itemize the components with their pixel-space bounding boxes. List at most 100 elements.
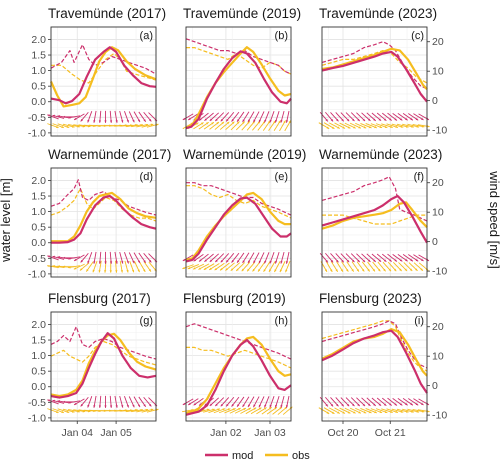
wind-arrow-obs-head <box>109 270 112 273</box>
wind-arrow-mod-head <box>415 402 419 406</box>
wind-arrow-obs-head <box>404 268 407 271</box>
wind-speed-obs-line <box>321 50 428 84</box>
wind-arrow-mod-head <box>220 118 224 122</box>
wind-speed-mod-line <box>185 323 292 360</box>
wind-arrow-mod-head <box>373 259 376 262</box>
wind-arrow-obs-head <box>131 269 135 273</box>
wind-arrow-mod-head <box>188 402 191 406</box>
wind-arrow-mod-head <box>121 120 124 123</box>
wind-arrow-mod-head <box>269 260 272 264</box>
wind-arrow-mod-head <box>325 259 328 263</box>
wind-arrow-mod-head <box>62 400 66 403</box>
wind-arrow-mod-head <box>258 119 261 123</box>
wind-arrow-obs-head <box>395 125 398 128</box>
wind-arrow-obs-head <box>66 125 70 128</box>
wind-arrow-mod-head <box>421 402 424 406</box>
wind-arrow-obs-head <box>206 408 210 411</box>
x-tick-label: Jan 05 <box>100 427 132 439</box>
wind-arrow-mod-head <box>405 403 408 406</box>
y-tick-label: 1.0 <box>31 350 46 362</box>
wind-arrow-obs-head <box>358 411 361 414</box>
wind-arrow-mod-head <box>362 259 366 263</box>
wind-arrow-obs-head <box>278 120 281 124</box>
water-level-obs-line <box>321 47 428 91</box>
wind-arrow-mod-head <box>410 118 413 121</box>
wind-arrow-mod-head <box>373 403 376 406</box>
wind-arrow-mod-head <box>269 119 272 123</box>
panel-label: (g) <box>140 315 153 327</box>
wind-arrow-mod-head <box>383 403 387 406</box>
y-tick-label: 2.0 <box>31 175 46 187</box>
wind-speed-obs-line <box>322 214 427 225</box>
wind-arrow-obs-head <box>258 407 262 410</box>
y-right-tick-label: -10 <box>432 266 447 278</box>
wind-arrow-obs-head <box>126 269 129 273</box>
wind-speed-mod-line <box>321 320 428 369</box>
wind-arrow-obs-head <box>238 408 241 411</box>
wind-arrow-obs-head <box>347 126 351 129</box>
wind-speed-obs-line <box>321 320 428 372</box>
panel-border <box>321 167 428 278</box>
wind-arrow-obs-head <box>47 264 50 268</box>
wind-speed-mod-line <box>50 326 157 360</box>
wind-arrow-obs-head <box>342 126 346 129</box>
wind-arrow-obs-head <box>247 121 250 124</box>
wind-arrow-obs-head <box>143 269 146 272</box>
water-level-obs-line <box>321 201 428 230</box>
wind-arrow-mod-head <box>188 117 191 121</box>
wind-arrow-mod-head <box>52 399 56 402</box>
wind-arrow-mod-head <box>62 115 66 118</box>
wind-arrow-mod-head <box>258 404 261 408</box>
wind-arrow-mod-head <box>383 259 387 262</box>
wind-arrow-mod-head <box>98 120 102 123</box>
wind-arrow-mod-head <box>62 256 66 259</box>
water-level-obs-line <box>49 46 157 108</box>
wind-arrow-mod-head <box>193 259 197 262</box>
panel-title: Warnemünde (2017) <box>48 147 171 162</box>
water-level-mod-line <box>321 50 428 103</box>
panel-title: Warnemünde (2023) <box>319 147 442 162</box>
wind-arrow-mod-head <box>115 261 118 264</box>
wind-arrow-obs-head <box>71 125 75 128</box>
wind-arrow-obs-head <box>363 126 367 129</box>
wind-arrow-obs-head <box>137 269 140 273</box>
wind-arrow-mod-head <box>330 259 334 263</box>
wind-arrow-mod-head <box>93 405 96 408</box>
wind-arrow-mod-head <box>237 404 240 407</box>
legend-obs-label: obs <box>292 450 310 462</box>
wind-arrow-mod-head <box>285 120 289 123</box>
wind-arrow-obs-head <box>347 411 351 414</box>
wind-arrow-mod-head <box>115 405 118 408</box>
wind-arrow-mod-head <box>226 259 229 263</box>
wind-arrow-mod-head <box>182 258 186 261</box>
wind-arrow-obs-head <box>198 267 202 270</box>
wind-arrow-mod-head <box>346 403 350 407</box>
wind-arrow-mod-head <box>57 115 61 118</box>
wind-arrow-mod-head <box>47 255 50 258</box>
wind-arrow-obs-head <box>193 267 196 270</box>
y-right-tick-label: 0 <box>432 380 438 392</box>
wind-arrow-obs-head <box>73 267 77 270</box>
y-tick-label: 0.0 <box>31 96 46 108</box>
wind-arrow-mod-head <box>148 403 152 407</box>
wind-arrow-mod-head <box>199 118 202 121</box>
wind-arrow-obs-head <box>379 410 383 414</box>
wind-arrow-obs-head <box>400 410 404 413</box>
wind-arrow-obs-head <box>264 407 267 410</box>
wind-arrow-mod-head <box>242 404 245 407</box>
panel-label: (d) <box>140 171 153 183</box>
wind-arrow-obs-head <box>367 268 370 272</box>
wind-arrow-mod-head <box>389 118 392 121</box>
wind-arrow-obs-head <box>217 408 220 411</box>
wind-arrow-mod-head <box>325 403 328 407</box>
wind-speed-obs-line <box>50 340 157 366</box>
y-right-tick-label: 20 <box>432 321 444 333</box>
wind-arrow-obs-head <box>247 268 250 272</box>
wind-arrow-obs-head <box>393 268 397 272</box>
y-tick-label: -1.0 <box>28 412 46 424</box>
wind-arrow-obs-head <box>331 126 335 129</box>
panel-label: (e) <box>275 171 288 183</box>
panel-title: Travemünde (2017) <box>48 6 166 21</box>
wind-arrow-obs-head <box>335 269 338 272</box>
panels-grid: Travemünde (2017) (a) 2.0 1.5 1.0 0.5 0.0 -0.5 -… <box>28 6 447 439</box>
